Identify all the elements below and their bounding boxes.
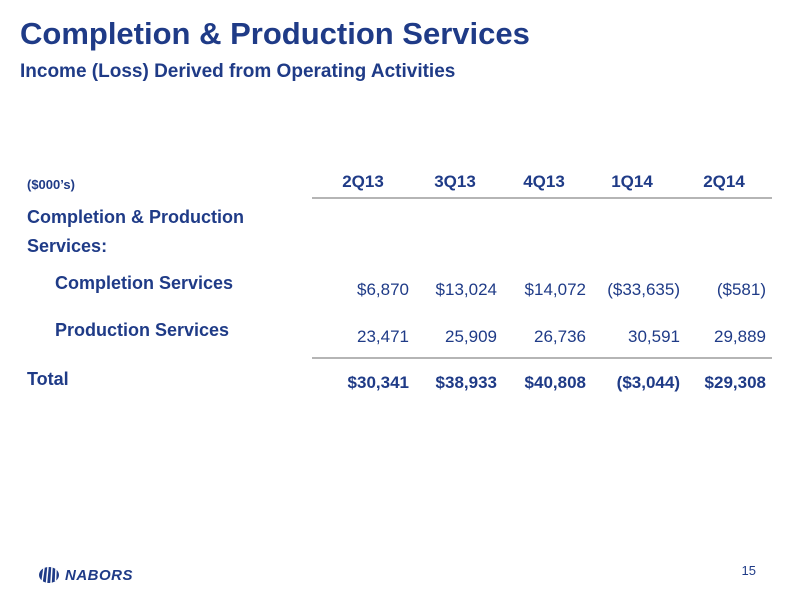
column-header-3q13: 3Q13: [434, 172, 476, 191]
page-title: Completion & Production Services: [20, 16, 530, 51]
nabors-globe-icon: [39, 566, 59, 584]
table-cell: $40,808: [524, 373, 586, 392]
section-label-line1: Completion & Production: [27, 207, 244, 227]
table-cell: ($33,635): [607, 280, 680, 299]
total-divider: [312, 357, 772, 359]
row-label-total: Total: [27, 369, 69, 389]
table-cell: 23,471: [357, 327, 409, 346]
page-number: 15: [741, 563, 756, 578]
page-subtitle: Income (Loss) Derived from Operating Act…: [20, 61, 456, 82]
section-label-line2: Services:: [27, 236, 108, 256]
header-divider: [312, 197, 772, 199]
table-cell: $29,308: [704, 373, 766, 392]
nabors-logo: NABORS: [38, 565, 133, 585]
table-cell: ($581): [716, 280, 766, 299]
table-cell: 29,889: [714, 327, 766, 346]
table-cell: $30,341: [347, 373, 409, 392]
column-header-4q13: 4Q13: [523, 172, 565, 191]
column-header-1q14: 1Q14: [611, 172, 653, 191]
nabors-logo-text: NABORS: [65, 566, 134, 584]
table-cell: $6,870: [357, 280, 409, 299]
row-label-production-services: Production Services: [55, 320, 230, 340]
table-cell: 26,736: [534, 327, 586, 346]
row-label-completion-services: Completion Services: [55, 273, 234, 293]
table-cell: $14,072: [524, 280, 586, 299]
units-label: ($000’s): [27, 177, 75, 192]
column-header-2q13: 2Q13: [342, 172, 384, 191]
table-cell: 30,591: [628, 327, 680, 346]
table-cell: $13,024: [435, 280, 497, 299]
table-cell: ($3,044): [616, 373, 680, 392]
table-cell: 25,909: [445, 327, 497, 346]
table-cell: $38,933: [435, 373, 497, 392]
column-header-2q14: 2Q14: [703, 172, 745, 191]
